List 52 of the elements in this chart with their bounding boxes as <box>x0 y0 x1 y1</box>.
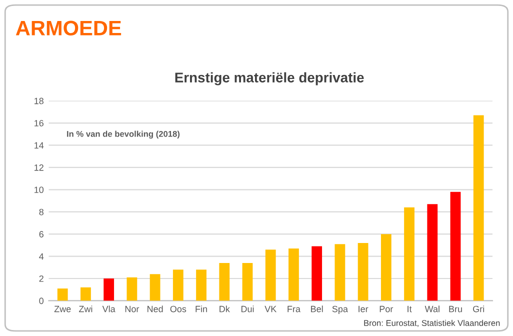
bar <box>104 278 114 301</box>
bar <box>312 246 322 301</box>
x-tick-label: Zwi <box>78 306 92 312</box>
bar <box>172 270 184 301</box>
bar <box>242 262 253 301</box>
x-tick-label: Spa <box>332 306 348 314</box>
x-tick-label: Nor <box>125 306 140 312</box>
y-tick-label: 4 <box>39 253 44 260</box>
x-tick-label: VK <box>264 306 277 312</box>
chart-subtitle: Ernstige materiële deprivatie <box>175 72 364 86</box>
x-tick-label: Dk <box>220 306 230 312</box>
bar <box>334 244 346 301</box>
y-tick-label: 8 <box>39 208 44 216</box>
x-tick-label: Wal <box>424 306 440 312</box>
x-tick-label: Vla <box>102 306 116 312</box>
annotation: In % van de bevolking (2018) <box>67 130 180 139</box>
x-tick-label: Gri <box>473 306 484 312</box>
y-tick-label: 0 <box>39 298 44 304</box>
bar <box>380 234 392 301</box>
bar <box>450 192 461 301</box>
x-tick-label: Bel <box>311 306 323 312</box>
x-tick-label: Por <box>380 306 394 312</box>
x-tick-label: Zwe <box>54 306 71 312</box>
y-tick-label: 6 <box>39 231 44 238</box>
x-tick-label: Ned <box>148 306 163 312</box>
bar <box>427 204 438 301</box>
bar <box>57 288 68 301</box>
bar <box>473 115 484 301</box>
y-tick-label: 12 <box>34 164 44 171</box>
bar <box>126 277 138 301</box>
y-tick-label: 18 <box>34 98 44 104</box>
x-tick-label: Ier <box>358 306 368 312</box>
bar <box>288 248 299 301</box>
x-tick-label: It <box>408 306 412 312</box>
chart-title: ARMOEDE <box>16 20 122 36</box>
x-tick-label: Oos <box>170 306 186 312</box>
y-tick-label: 16 <box>34 120 44 126</box>
y-tick-label: 14 <box>34 142 44 148</box>
y-tick-label: 2 <box>39 275 44 282</box>
bar <box>80 287 91 301</box>
bar <box>150 274 160 301</box>
x-tick-label: Fin <box>196 306 207 312</box>
bar <box>265 250 276 301</box>
text: Bron: Eurostat, Statistiek Vlaanderen <box>364 320 500 327</box>
x-tick-label: Dui <box>241 306 254 312</box>
y-tick-label: 10 <box>34 186 44 194</box>
bar <box>404 207 414 301</box>
bar <box>196 270 206 301</box>
bar <box>358 242 368 301</box>
x-tick-label: Bru <box>449 306 462 312</box>
bar <box>219 262 230 301</box>
x-tick-label: Fra <box>288 306 300 312</box>
